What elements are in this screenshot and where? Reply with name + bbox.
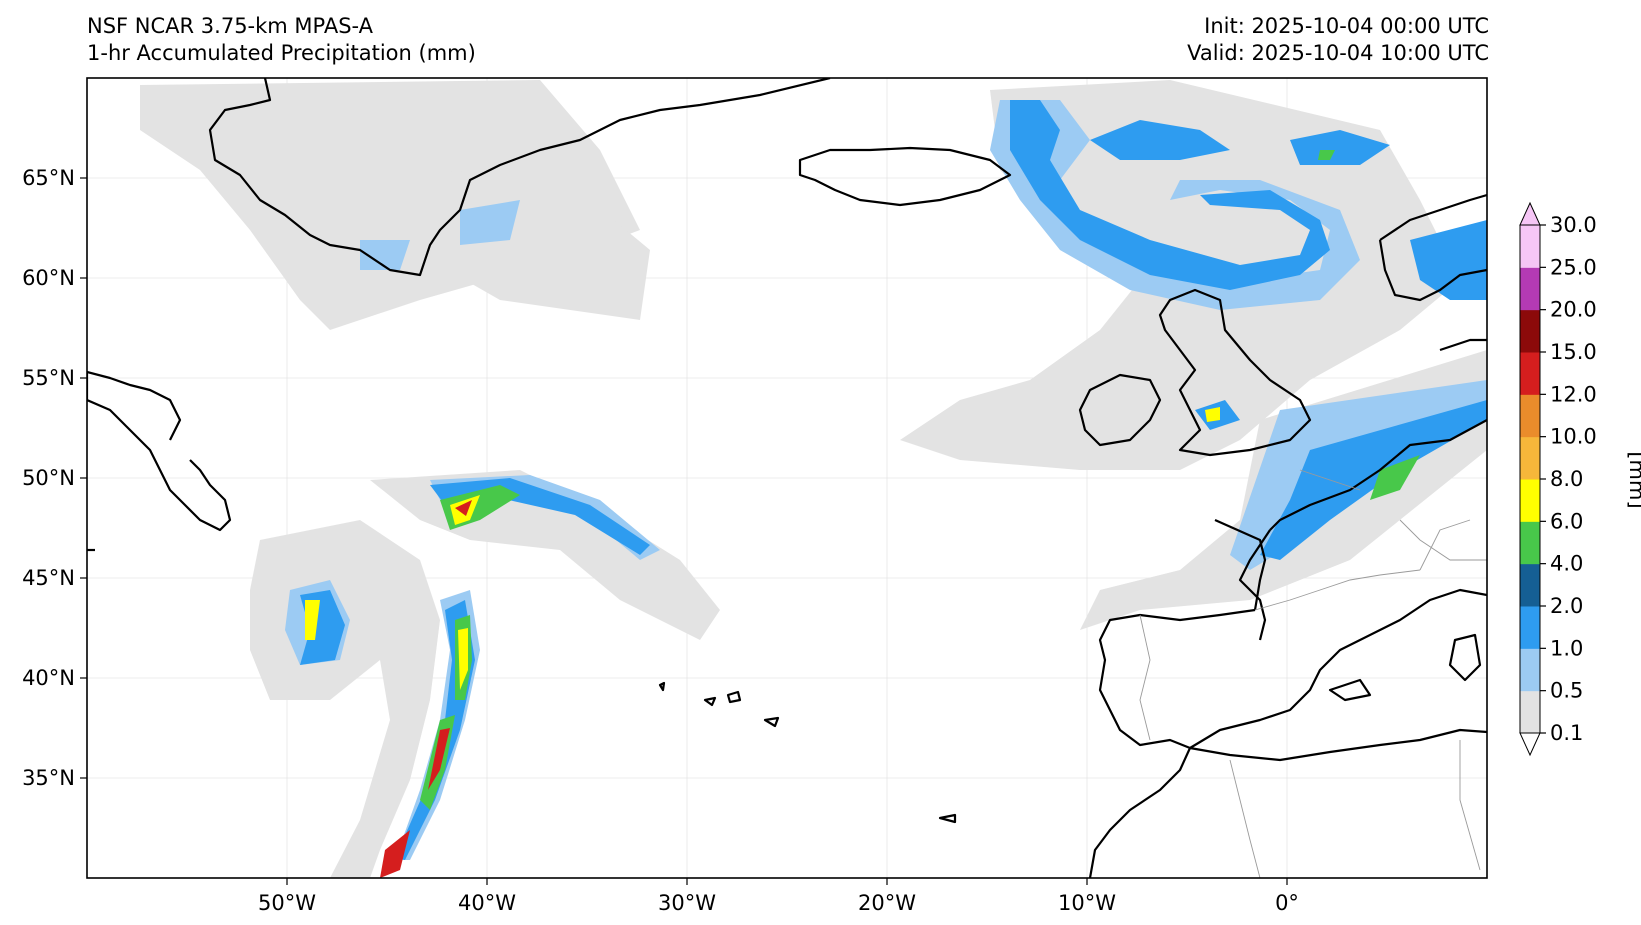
lat-tick-label: 60°N	[22, 266, 75, 290]
time-info-block: Init: 2025-10-04 00:00 UTC Valid: 2025-1…	[1187, 13, 1489, 67]
lat-tick-label: 55°N	[22, 366, 75, 390]
lon-tick-label: 10°W	[1058, 891, 1116, 915]
lat-tick-label: 40°N	[22, 666, 75, 690]
colorbar-segment	[1520, 267, 1540, 311]
lon-tick-label: 50°W	[258, 891, 316, 915]
lat-tick-label: 45°N	[22, 566, 75, 590]
colorbar-segment	[1520, 225, 1540, 268]
lon-tick-label: 20°W	[858, 891, 916, 915]
colorbar-segment	[1520, 479, 1540, 522]
lon-tick-label: 40°W	[458, 891, 516, 915]
colorbar-tick-label: 1.0	[1550, 636, 1583, 660]
colorbar-segments	[1519, 201, 1541, 757]
colorbar-tick-label: 12.0	[1550, 382, 1597, 406]
colorbar-tick-label: 30.0	[1550, 213, 1597, 237]
colorbar-segment	[1520, 436, 1540, 480]
colorbar-segment	[1520, 352, 1540, 395]
colorbar-segment	[1520, 648, 1540, 692]
colorbar-unit-label: [mm]	[1625, 451, 1641, 508]
colorbar-under-extend	[1519, 732, 1541, 757]
colorbar-ticks	[1540, 224, 1546, 734]
colorbar-tick-label: 25.0	[1550, 255, 1597, 279]
colorbar-segment	[1520, 563, 1540, 607]
model-title: NSF NCAR 3.75-km MPAS-A	[87, 14, 374, 38]
colorbar-segment	[1520, 606, 1540, 649]
colorbar-tick-label: 6.0	[1550, 509, 1583, 533]
field-title: 1-hr Accumulated Precipitation (mm)	[87, 41, 476, 65]
colorbar-segment	[1520, 309, 1540, 353]
colorbar-tick-label: 4.0	[1550, 552, 1583, 576]
colorbar-tick-label: 0.5	[1550, 679, 1583, 703]
coastlines	[87, 78, 1487, 878]
map-title-block: NSF NCAR 3.75-km MPAS-A 1-hr Accumulated…	[87, 13, 476, 67]
lon-tick-labels: 50°W 40°W 30°W 20°W 10°W 0°	[258, 891, 1299, 915]
colorbar-tick-label: 8.0	[1550, 467, 1583, 491]
lon-tick-label: 30°W	[658, 891, 716, 915]
lon-tick-label: 0°	[1275, 891, 1299, 915]
colorbar-tick-labels: 0.1 0.5 1.0 2.0 4.0 6.0 8.0 10.0 12.0 15.0 20.0 25.…	[1550, 213, 1597, 745]
valid-time: Valid: 2025-10-04 10:00 UTC	[1187, 41, 1489, 65]
lat-tick-label: 50°N	[22, 466, 75, 490]
lat-tick-label: 35°N	[22, 766, 75, 790]
colorbar-tick-label: 10.0	[1550, 425, 1597, 449]
init-time: Init: 2025-10-04 00:00 UTC	[1204, 14, 1489, 38]
country-borders	[1139, 469, 1487, 878]
colorbar-tick-label: 0.1	[1550, 721, 1583, 745]
lon-tick-marks	[286, 878, 1288, 885]
colorbar-segment	[1520, 690, 1540, 734]
lat-tick-label: 65°N	[22, 166, 75, 190]
colorbar-segment	[1520, 521, 1540, 565]
intense-precip-cells	[305, 150, 1420, 878]
colorbar-over-extend	[1519, 201, 1541, 226]
colorbar-tick-label: 20.0	[1550, 298, 1597, 322]
colorbar-tick-label: 2.0	[1550, 594, 1583, 618]
lat-tick-labels: 65°N 60°N 55°N 50°N 45°N 40°N 35°N	[22, 166, 75, 790]
lat-tick-marks	[80, 177, 87, 779]
colorbar-segment	[1520, 394, 1540, 438]
colorbar-tick-label: 15.0	[1550, 340, 1597, 364]
colorbar: 0.1 0.5 1.0 2.0 4.0 6.0 8.0 10.0 12.0 15.0 20.0 25.…	[1519, 201, 1641, 757]
